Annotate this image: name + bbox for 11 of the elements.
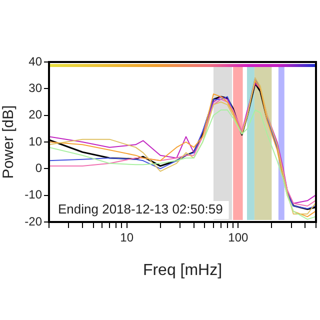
y-tick-label: 10 bbox=[28, 134, 42, 148]
y-tick-label: 20 bbox=[28, 108, 42, 122]
y-axis-title: Power [dB] bbox=[0, 105, 18, 179]
y-tick-label: -10 bbox=[24, 188, 42, 202]
y-tick-label: 0 bbox=[35, 160, 42, 175]
y-tick-label: -20 bbox=[24, 214, 42, 228]
x-tick-label: 100 bbox=[228, 230, 249, 245]
x-axis-title: Freq [mHz] bbox=[142, 262, 222, 279]
y-tick-label: 40 bbox=[28, 54, 42, 68]
annotation: Ending 2018-12-13 02:50:59 bbox=[58, 202, 223, 217]
y-tick-label: 30 bbox=[28, 80, 42, 95]
